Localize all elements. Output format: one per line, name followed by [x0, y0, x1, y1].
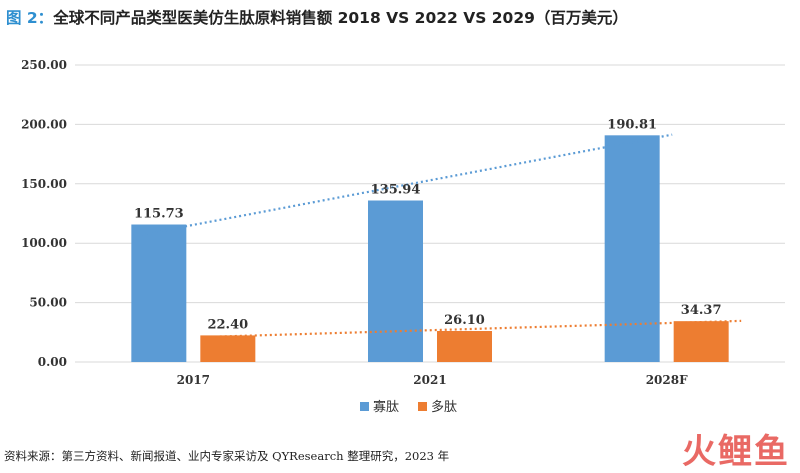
data-label: 22.40: [207, 317, 248, 332]
data-label: 26.10: [444, 313, 485, 328]
figure-title: 全球不同产品类型医美仿生肽原料销售额 2018 VS 2022 VS 2029（…: [53, 9, 628, 27]
source-note: 资料来源：第三方资料、新闻报道、业内专家采访及 QYResearch 整理研究，…: [4, 449, 450, 463]
bar: [368, 200, 423, 362]
data-label: 34.37: [681, 303, 722, 318]
x-axis-tick-labels: 2017 2021 2028F: [177, 373, 688, 387]
bar: [604, 135, 660, 362]
x-tick-label: 2021: [413, 373, 446, 387]
legend-label: 多肽: [431, 399, 457, 415]
trendline: [209, 319, 742, 338]
bar: [200, 335, 256, 362]
chart-svg: 0.00 50.00 100.00 150.00 200.00 250.00 115.73…: [21, 58, 785, 415]
data-label: 135.94: [371, 183, 421, 198]
y-tick-label: 250.00: [21, 58, 67, 72]
legend: 寡肽 多肽: [360, 399, 457, 415]
watermark-logo: 火鲤鱼: [682, 432, 790, 472]
y-tick-label: 0.00: [38, 355, 67, 369]
gridlines: [75, 64, 785, 363]
legend-swatch: [418, 402, 427, 411]
data-label: 190.81: [607, 117, 657, 132]
y-tick-label: 200.00: [21, 117, 67, 131]
legend-swatch: [360, 402, 369, 411]
figure-label: 图 2：: [6, 9, 54, 27]
trendlines: [140, 133, 742, 338]
y-tick-label: 100.00: [21, 236, 67, 250]
y-axis-tick-labels: 0.00 50.00 100.00 150.00 200.00 250.00: [21, 58, 67, 369]
y-tick-label: 150.00: [21, 177, 67, 191]
bar: [437, 330, 492, 362]
bar: [673, 321, 729, 362]
data-labels: 115.73 22.40 135.94 26.10 190.81 34.37: [134, 117, 722, 332]
y-tick-label: 50.00: [29, 296, 67, 310]
legend-label: 寡肽: [373, 399, 399, 415]
bar: [131, 224, 187, 362]
chart-title: 图 2：全球不同产品类型医美仿生肽原料销售额 2018 VS 2022 VS 2…: [6, 6, 794, 30]
x-tick-label: 2017: [177, 373, 210, 387]
x-tick-label: 2028F: [646, 373, 688, 387]
bars: [131, 135, 729, 362]
data-label: 115.73: [134, 207, 184, 222]
trendline: [140, 133, 673, 236]
